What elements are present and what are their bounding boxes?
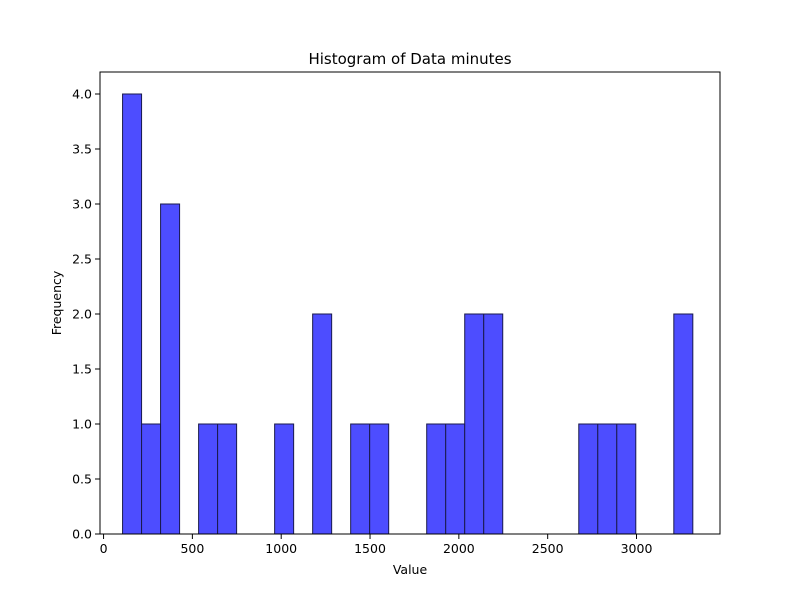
x-axis-label: Value	[393, 562, 428, 577]
histogram-bar	[160, 203, 181, 535]
histogram-bar	[350, 423, 371, 535]
bars-group	[122, 93, 694, 535]
histogram-bar	[198, 423, 219, 535]
y-axis-label: Frequency	[49, 270, 64, 335]
histogram-bar	[141, 423, 162, 535]
x-ticks-group: 0 500 1000 1500 2000 2500 3000	[100, 534, 653, 556]
histogram-bar	[122, 93, 143, 535]
histogram-bar	[445, 423, 466, 535]
x-tick-label: 500	[180, 541, 204, 556]
x-tick-label: 0	[100, 541, 108, 556]
y-tick-label: 3.0	[72, 197, 92, 212]
plot-area-frame	[99, 71, 721, 535]
chart-title: Histogram of Data minutes	[308, 50, 511, 68]
histogram-bar	[483, 313, 504, 535]
y-tick-label: 2.5	[72, 252, 92, 267]
histogram-bar	[597, 423, 618, 535]
histogram-bar	[426, 423, 447, 535]
y-tick-label: 4.0	[72, 87, 92, 102]
histogram-bar	[673, 313, 694, 535]
y-tick-label: 1.5	[72, 362, 92, 377]
y-tick-label: 0.0	[72, 527, 92, 542]
y-ticks-group: 0.0 0.5 1.0 1.5 2.0 2.5 3.0 3.5 4.0	[72, 87, 100, 542]
histogram-bar	[616, 423, 637, 535]
y-tick-label: 3.5	[72, 142, 92, 157]
x-tick-label: 2500	[532, 541, 564, 556]
y-tick-label: 0.5	[72, 472, 92, 487]
histogram-bar	[217, 423, 238, 535]
histogram-bar	[578, 423, 599, 535]
histogram-bar	[369, 423, 390, 535]
histogram-bar	[274, 423, 295, 535]
x-tick-label: 1500	[354, 541, 386, 556]
x-tick-label: 1000	[265, 541, 297, 556]
y-tick-label: 1.0	[72, 417, 92, 432]
histogram-bar	[464, 313, 485, 535]
x-tick-label: 3000	[621, 541, 653, 556]
y-tick-label: 2.0	[72, 307, 92, 322]
x-tick-label: 2000	[443, 541, 475, 556]
histogram-bar	[312, 313, 333, 535]
